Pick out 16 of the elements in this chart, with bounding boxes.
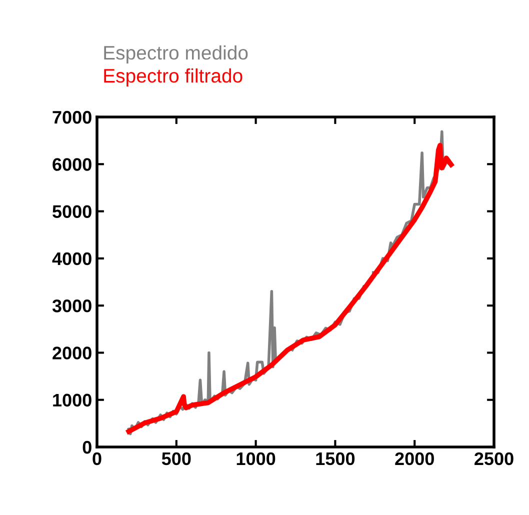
text: Espectro filtrado	[104, 68, 242, 87]
text: Espectro medido	[104, 45, 248, 64]
x-tick-label: 2000	[395, 452, 434, 466]
x-tick-label: 1500	[316, 452, 355, 466]
y-tick-label: 1000	[53, 394, 92, 407]
x-tick-label: 500	[162, 452, 191, 466]
y-tick-label: 0	[82, 440, 92, 454]
y-tick-label: 6000	[52, 158, 92, 171]
x-tick-label: 0	[92, 452, 102, 466]
y-tick-label: 7000	[52, 110, 92, 124]
y-tick-label: 4000	[52, 252, 92, 266]
y-tick-label: 5000	[52, 205, 92, 218]
y-tick-label: 3000	[52, 300, 92, 312]
y-tick-label: 2000	[52, 346, 92, 360]
x-tick-label: 1000	[236, 452, 276, 466]
x-tick-label: 2500	[474, 452, 514, 466]
